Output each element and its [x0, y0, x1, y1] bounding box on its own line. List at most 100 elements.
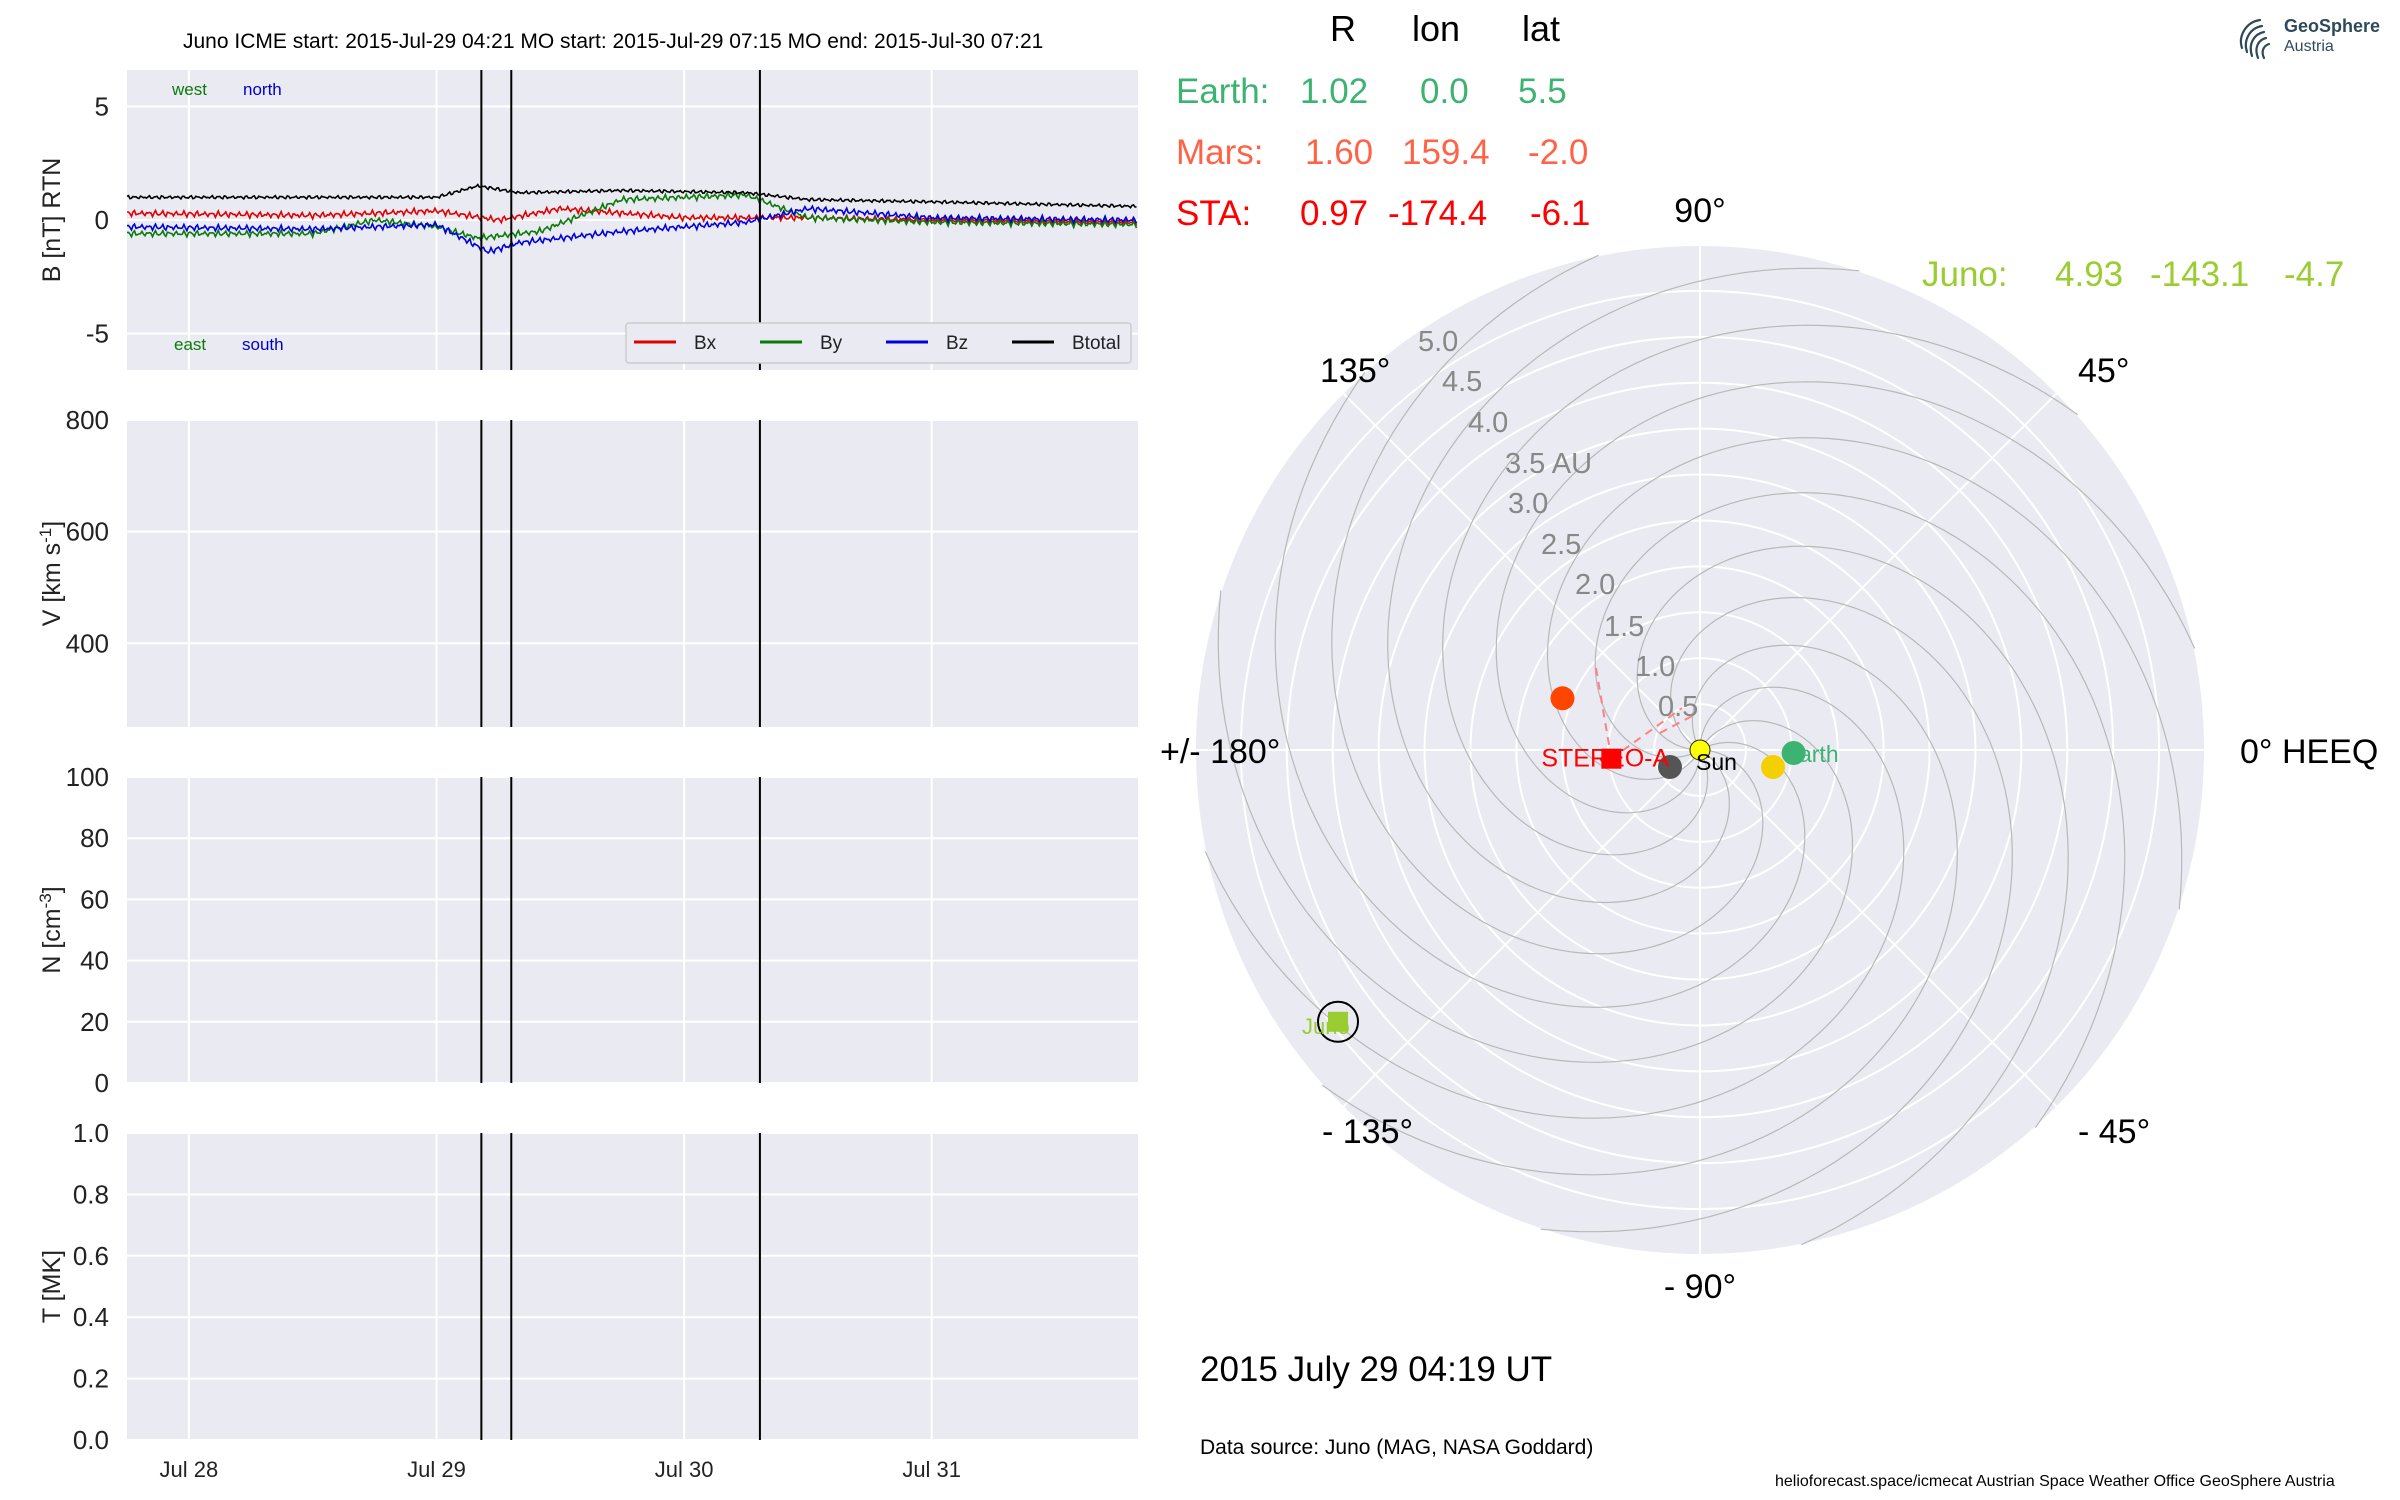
- y-tick-label: 0: [95, 1068, 109, 1098]
- legend-label-bx: Bx: [694, 333, 717, 354]
- earth-lon: 0.0: [1420, 72, 1469, 111]
- x-tick-label: Jul 29: [407, 1457, 466, 1482]
- series-btotal-line: [126, 183, 1137, 209]
- angle-label: - 90°: [1664, 1268, 1736, 1306]
- earth-label: Earth:: [1176, 72, 1270, 111]
- y-tick-label: 800: [66, 405, 109, 435]
- y-axis-label: T [MK]: [38, 1250, 66, 1323]
- sta-label: STA:: [1176, 194, 1252, 233]
- logo-line2: Austria: [2284, 38, 2334, 55]
- y-tick-label: 0.0: [73, 1425, 109, 1455]
- panel-background: [127, 777, 1138, 1083]
- geosphere-logo: GeoSphere Austria: [2236, 12, 2386, 64]
- angle-label: 45°: [2078, 352, 2129, 390]
- y-tick-label: 400: [66, 628, 109, 658]
- radial-tick-label: 2.5: [1541, 529, 1581, 561]
- parker-spiral: [1636, 545, 2069, 1246]
- y-tick-label: 600: [66, 517, 109, 547]
- parker-spiral: [1321, 644, 1958, 1176]
- juno-r: 4.93: [2055, 255, 2124, 294]
- y-axis-label: N [cm-3]: [36, 886, 67, 973]
- parker-spiral: [1331, 254, 1764, 955]
- y-tick-label: 80: [80, 823, 109, 853]
- credits: helioforecast.space/icmecat Austrian Spa…: [1775, 1473, 2335, 1490]
- y-axis-label-part: ]: [38, 521, 66, 528]
- y-tick-label: 5: [95, 91, 109, 121]
- y-axis-label-part: N [cm: [38, 908, 66, 973]
- panel-background: [127, 420, 1138, 727]
- juno-lon: -143.1: [2150, 255, 2250, 294]
- sta-lat: -6.1: [1530, 194, 1591, 233]
- radial-tick-label: 2.0: [1575, 569, 1615, 601]
- series-bx-line: [127, 204, 1138, 228]
- y-axis-label: B [nT] RTN: [38, 158, 66, 283]
- y-tick-label: 0.8: [73, 1179, 109, 1209]
- earth-label: Earth: [1784, 741, 1839, 767]
- angle-label: 0° HEEQ: [2240, 733, 2378, 771]
- parker-spiral: [1387, 267, 1860, 904]
- mars-lat: -2.0: [1528, 133, 1589, 172]
- annotation-west: west: [171, 80, 207, 99]
- y-tick-label: 0.6: [73, 1241, 109, 1271]
- panel-density: 0 20 40 60 80 100 N [cm-3]: [36, 762, 1138, 1098]
- polar-spoke: [1699, 392, 2058, 751]
- y-tick-label: 20: [80, 1007, 109, 1037]
- y-tick-label: 0.2: [73, 1364, 109, 1394]
- annotation-south: south: [242, 335, 284, 354]
- parker-spiral: [1204, 686, 1905, 1119]
- y-tick-label: 100: [66, 762, 109, 792]
- stereo-a-sunward-line: [1610, 707, 1683, 760]
- radial-tick-label: 4.5: [1442, 366, 1482, 398]
- parker-spiral: [1594, 492, 2126, 1129]
- x-tick-label: Jul 30: [655, 1457, 714, 1482]
- y-tick-label: 40: [80, 946, 109, 976]
- juno-marker: [1328, 1011, 1349, 1032]
- legend-label-bz: Bz: [946, 333, 968, 354]
- radial-tick-label: 3.5 AU: [1505, 448, 1592, 480]
- stereo-a-spiral-segment: [1659, 715, 1693, 734]
- y-tick-label: 0.4: [73, 1302, 109, 1332]
- parker-spiral: [1540, 596, 2013, 1233]
- mag-legend: Bx By Bz Btotal: [625, 322, 1132, 364]
- sun-marker: [1689, 739, 1711, 761]
- series-bz-line: [127, 204, 1138, 255]
- parker-spiral: [1442, 324, 2079, 856]
- panel-temperature: 0.0 0.2 0.4 0.6 0.8 1.0 T [MK] Jul 28 Jul 29 Jul …: [38, 1118, 1138, 1482]
- angle-label: 90°: [1674, 192, 1725, 230]
- polar-plot: 0.5 1.0 1.5 2.0 2.5 3.0 3.5 AU 4.0 4.5 5.0 0° HEEQ…: [1160, 192, 2378, 1306]
- radial-tick-label: 5.0: [1418, 326, 1458, 358]
- series-by-line: [127, 190, 1138, 242]
- y-tick-label: 0: [95, 205, 109, 235]
- y-axis-label-sup: -3: [36, 893, 55, 908]
- x-tick-label: Jul 31: [902, 1457, 961, 1482]
- planet-marker-grey: [1658, 755, 1682, 779]
- juno-lat: -4.7: [2284, 255, 2345, 294]
- planet-marker-yellow: [1761, 755, 1785, 779]
- radial-tick-label: 3.0: [1508, 488, 1548, 520]
- legend-label-by: By: [820, 333, 843, 354]
- earth-r: 1.02: [1300, 72, 1369, 111]
- plot-datetime: 2015 July 29 04:19 UT: [1200, 1350, 1553, 1389]
- col-header-r: R: [1330, 8, 1356, 49]
- annotation-east: east: [174, 335, 206, 354]
- stereo-a-marker: [1601, 748, 1622, 769]
- y-axis-label-part: ]: [38, 886, 66, 893]
- angle-label: - 135°: [1322, 1113, 1413, 1151]
- mars-label: Mars:: [1176, 133, 1264, 172]
- angle-label: - 45°: [2078, 1113, 2150, 1151]
- angle-label: 135°: [1320, 352, 1390, 390]
- juno-highlight-ring: [1317, 1000, 1360, 1043]
- radial-tick-label: 1.0: [1635, 651, 1675, 683]
- y-axis-label: V [km s-1]: [36, 521, 67, 626]
- sta-r: 0.97: [1300, 194, 1369, 233]
- stereo-a-label: STEREO-A: [1541, 745, 1669, 773]
- parker-spiral: [1546, 437, 2183, 910]
- polar-spoke: [1342, 392, 1701, 751]
- col-header-lat: lat: [1522, 8, 1561, 49]
- juno-label: Juno:: [1922, 255, 2008, 294]
- stereo-a-field-line: [1595, 667, 1613, 759]
- polar-spoke: [1699, 749, 2058, 1108]
- data-source: Data source: Juno (MAG, NASA Goddard): [1200, 1436, 1594, 1459]
